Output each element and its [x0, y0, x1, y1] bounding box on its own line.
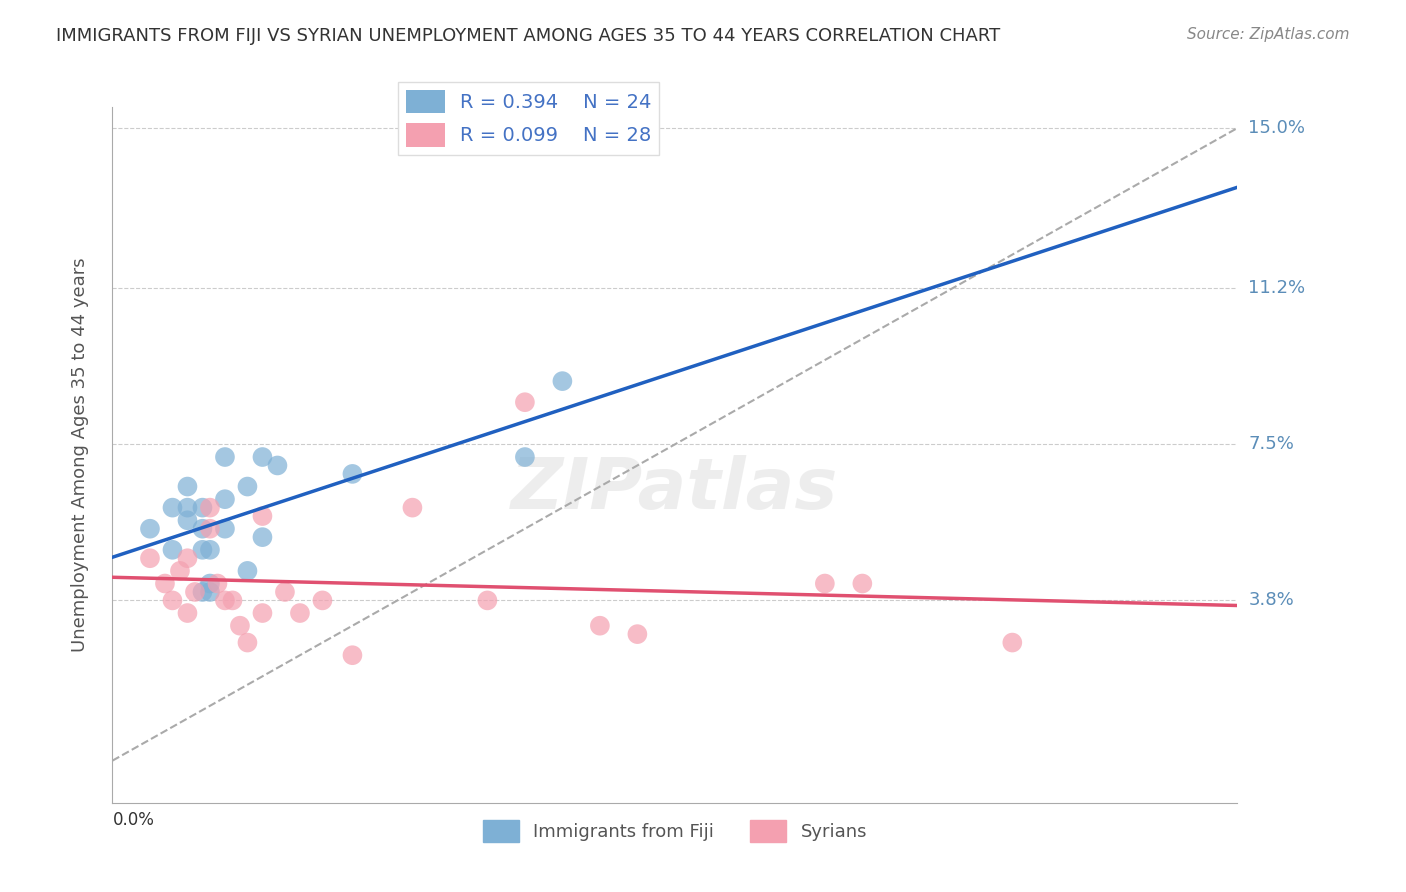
- Point: [513, 450, 536, 464]
- Text: 15.0%: 15.0%: [1249, 120, 1305, 137]
- Point: [191, 542, 214, 557]
- Point: [214, 492, 236, 507]
- Point: [252, 450, 274, 464]
- Point: [589, 618, 612, 632]
- Point: [229, 618, 252, 632]
- Point: [236, 564, 259, 578]
- Point: [198, 585, 221, 599]
- Point: [176, 513, 198, 527]
- Point: [236, 635, 259, 649]
- Point: [252, 530, 274, 544]
- Point: [198, 522, 221, 536]
- Point: [191, 522, 214, 536]
- Point: [274, 585, 297, 599]
- Point: [162, 500, 184, 515]
- Point: [1001, 635, 1024, 649]
- Legend: Immigrants from Fiji, Syrians: Immigrants from Fiji, Syrians: [475, 813, 875, 849]
- Point: [311, 593, 333, 607]
- Point: [162, 593, 184, 607]
- Point: [176, 479, 198, 493]
- Point: [214, 450, 236, 464]
- Point: [198, 542, 221, 557]
- Point: [814, 576, 837, 591]
- Point: [626, 627, 648, 641]
- Point: [153, 576, 176, 591]
- Y-axis label: Unemployment Among Ages 35 to 44 years: Unemployment Among Ages 35 to 44 years: [70, 258, 89, 652]
- Text: Source: ZipAtlas.com: Source: ZipAtlas.com: [1187, 27, 1350, 42]
- Text: 3.8%: 3.8%: [1249, 591, 1294, 609]
- Point: [198, 576, 221, 591]
- Point: [139, 551, 162, 566]
- Point: [252, 606, 274, 620]
- Point: [214, 522, 236, 536]
- Point: [184, 585, 207, 599]
- Point: [221, 593, 243, 607]
- Point: [477, 593, 499, 607]
- Point: [176, 606, 198, 620]
- Text: 0.0%: 0.0%: [112, 811, 155, 830]
- Point: [139, 522, 162, 536]
- Point: [236, 479, 259, 493]
- Point: [198, 500, 221, 515]
- Point: [214, 593, 236, 607]
- Point: [176, 500, 198, 515]
- Point: [162, 542, 184, 557]
- Point: [176, 551, 198, 566]
- Point: [513, 395, 536, 409]
- Point: [551, 374, 574, 388]
- Point: [191, 500, 214, 515]
- Point: [342, 648, 364, 663]
- Point: [288, 606, 311, 620]
- Point: [169, 564, 191, 578]
- Text: ZIPatlas: ZIPatlas: [512, 455, 838, 524]
- Point: [342, 467, 364, 481]
- Text: 7.5%: 7.5%: [1249, 435, 1295, 453]
- Text: IMMIGRANTS FROM FIJI VS SYRIAN UNEMPLOYMENT AMONG AGES 35 TO 44 YEARS CORRELATIO: IMMIGRANTS FROM FIJI VS SYRIAN UNEMPLOYM…: [56, 27, 1001, 45]
- Point: [191, 585, 214, 599]
- Point: [266, 458, 288, 473]
- Point: [207, 576, 229, 591]
- Text: 11.2%: 11.2%: [1249, 279, 1306, 297]
- Point: [401, 500, 423, 515]
- Point: [252, 509, 274, 524]
- Point: [851, 576, 873, 591]
